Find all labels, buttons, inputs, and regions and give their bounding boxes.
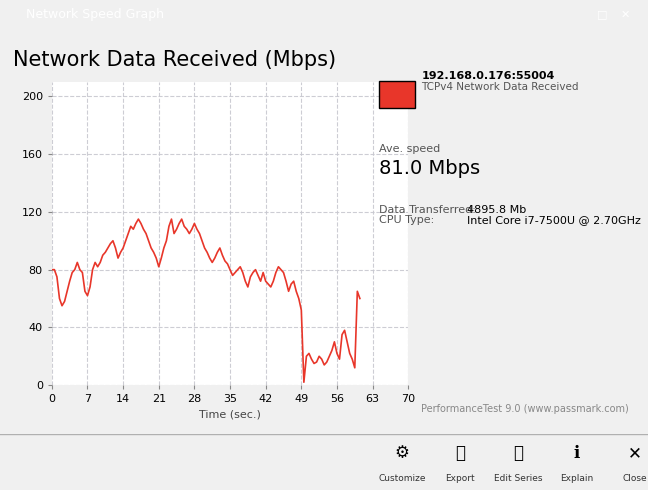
Text: Close: Close bbox=[623, 474, 647, 483]
Text: Ave. speed: Ave. speed bbox=[379, 144, 441, 154]
Text: CPU Type:: CPU Type: bbox=[379, 215, 434, 225]
Text: 4895.8 Mb: 4895.8 Mb bbox=[467, 205, 526, 215]
Text: 81.0 Mbps: 81.0 Mbps bbox=[379, 159, 480, 178]
X-axis label: Time (sec.): Time (sec.) bbox=[199, 410, 261, 420]
Text: 💾: 💾 bbox=[455, 444, 465, 463]
Text: Network Data Received (Mbps): Network Data Received (Mbps) bbox=[13, 49, 336, 70]
Text: Customize: Customize bbox=[378, 474, 426, 483]
Text: TCPv4 Network Data Received: TCPv4 Network Data Received bbox=[421, 82, 579, 92]
Text: Intel Core i7-7500U @ 2.70GHz: Intel Core i7-7500U @ 2.70GHz bbox=[467, 215, 640, 225]
Text: ℹ: ℹ bbox=[573, 444, 580, 463]
Text: 📈: 📈 bbox=[513, 444, 524, 463]
Text: Network Speed Graph: Network Speed Graph bbox=[26, 8, 164, 21]
Text: Data Transferred:: Data Transferred: bbox=[379, 205, 476, 215]
Text: ✕: ✕ bbox=[621, 10, 630, 20]
Text: PerformanceTest 9.0 (www.passmark.com): PerformanceTest 9.0 (www.passmark.com) bbox=[421, 404, 629, 414]
Text: Export: Export bbox=[445, 474, 475, 483]
Text: Explain: Explain bbox=[560, 474, 594, 483]
Text: □: □ bbox=[597, 10, 608, 20]
Text: ⚙: ⚙ bbox=[395, 444, 409, 463]
Text: Edit Series: Edit Series bbox=[494, 474, 542, 483]
Text: 192.168.0.176:55004: 192.168.0.176:55004 bbox=[421, 71, 555, 81]
Text: ✕: ✕ bbox=[628, 444, 642, 463]
